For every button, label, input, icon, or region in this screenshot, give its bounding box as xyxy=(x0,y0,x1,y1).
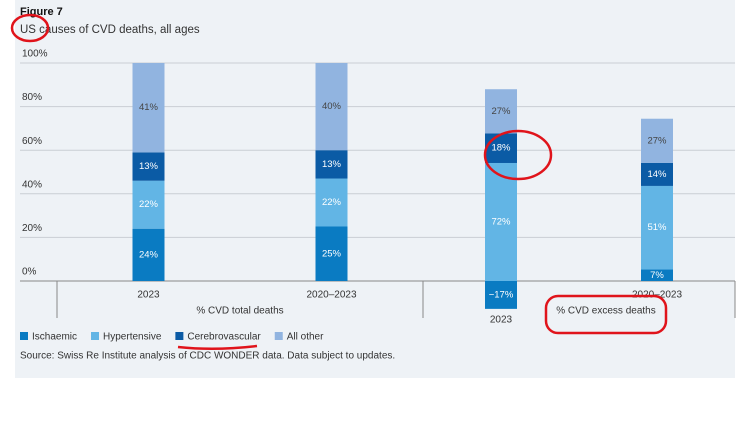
value-label: 22% xyxy=(322,197,342,208)
annotation xyxy=(544,294,668,335)
annotation xyxy=(483,129,553,181)
legend-swatch xyxy=(274,332,283,340)
x-axis-label: % CVD total deaths xyxy=(196,306,283,317)
legend-swatch xyxy=(20,332,28,340)
bar-segment xyxy=(315,150,348,179)
bar-segment xyxy=(485,162,517,281)
value-label: 7% xyxy=(650,270,664,281)
value-label: 18% xyxy=(491,143,511,154)
bar-segment xyxy=(485,89,517,134)
y-tick-label: 40% xyxy=(22,179,42,190)
bar-segment xyxy=(132,180,165,229)
value-label: 72% xyxy=(491,217,511,228)
value-label: 25% xyxy=(322,248,342,259)
source: Source: Swiss Re Institute analysis of C… xyxy=(20,351,395,362)
value-label: −17% xyxy=(489,289,514,300)
y-tick-label: 20% xyxy=(22,223,42,234)
x-tick-label: 2020–2023 xyxy=(306,290,356,301)
value-label: 22% xyxy=(139,199,159,210)
bar-segment xyxy=(641,162,673,186)
x-tick-label: 2023 xyxy=(137,290,160,301)
value-label: 13% xyxy=(322,159,342,170)
bar-segment xyxy=(132,228,165,281)
value-label: 27% xyxy=(647,135,667,146)
y-tick-label: 80% xyxy=(22,92,42,103)
x-tick-label: 2023 xyxy=(490,315,513,326)
x-axis-label: % CVD excess deaths xyxy=(556,306,656,317)
bar-segment xyxy=(641,118,673,163)
legend-swatch xyxy=(175,332,184,340)
legend-label: All other xyxy=(287,332,324,343)
bar-segment xyxy=(485,281,517,309)
panel xyxy=(15,0,735,378)
bar-segment xyxy=(485,133,517,163)
value-label: 24% xyxy=(139,249,159,260)
y-tick-label: 60% xyxy=(22,136,42,147)
bar-segment xyxy=(132,152,165,181)
annotation xyxy=(177,344,258,351)
bar-segment xyxy=(315,178,348,227)
plot: 0% 20% 40% 60% 80% 100% 24% 22% 13% 41% 2023 25% 22%… xyxy=(20,49,736,343)
value-label: 40% xyxy=(322,101,342,112)
y-tick-label: 0% xyxy=(22,267,37,278)
chart-subtitle: US causes of CVD deaths, all ages xyxy=(20,24,200,36)
annotation xyxy=(10,13,50,43)
bar-segment xyxy=(132,63,165,153)
bar-segment xyxy=(641,185,673,270)
value-label: 14% xyxy=(647,169,667,180)
legend-label: Ischaemic xyxy=(32,332,77,343)
value-label: 13% xyxy=(139,161,159,172)
bar-segment xyxy=(315,226,348,281)
value-label: 41% xyxy=(139,102,159,113)
legend-label: Cerebrovascular xyxy=(187,332,261,343)
y-tick-label: 100% xyxy=(22,49,48,60)
legend-label: Hypertensive xyxy=(103,332,162,343)
value-label: 51% xyxy=(647,222,667,233)
value-label: 27% xyxy=(491,106,511,117)
legend-swatch xyxy=(91,332,100,340)
bar-segment xyxy=(641,269,673,281)
bar-segment xyxy=(315,63,348,151)
